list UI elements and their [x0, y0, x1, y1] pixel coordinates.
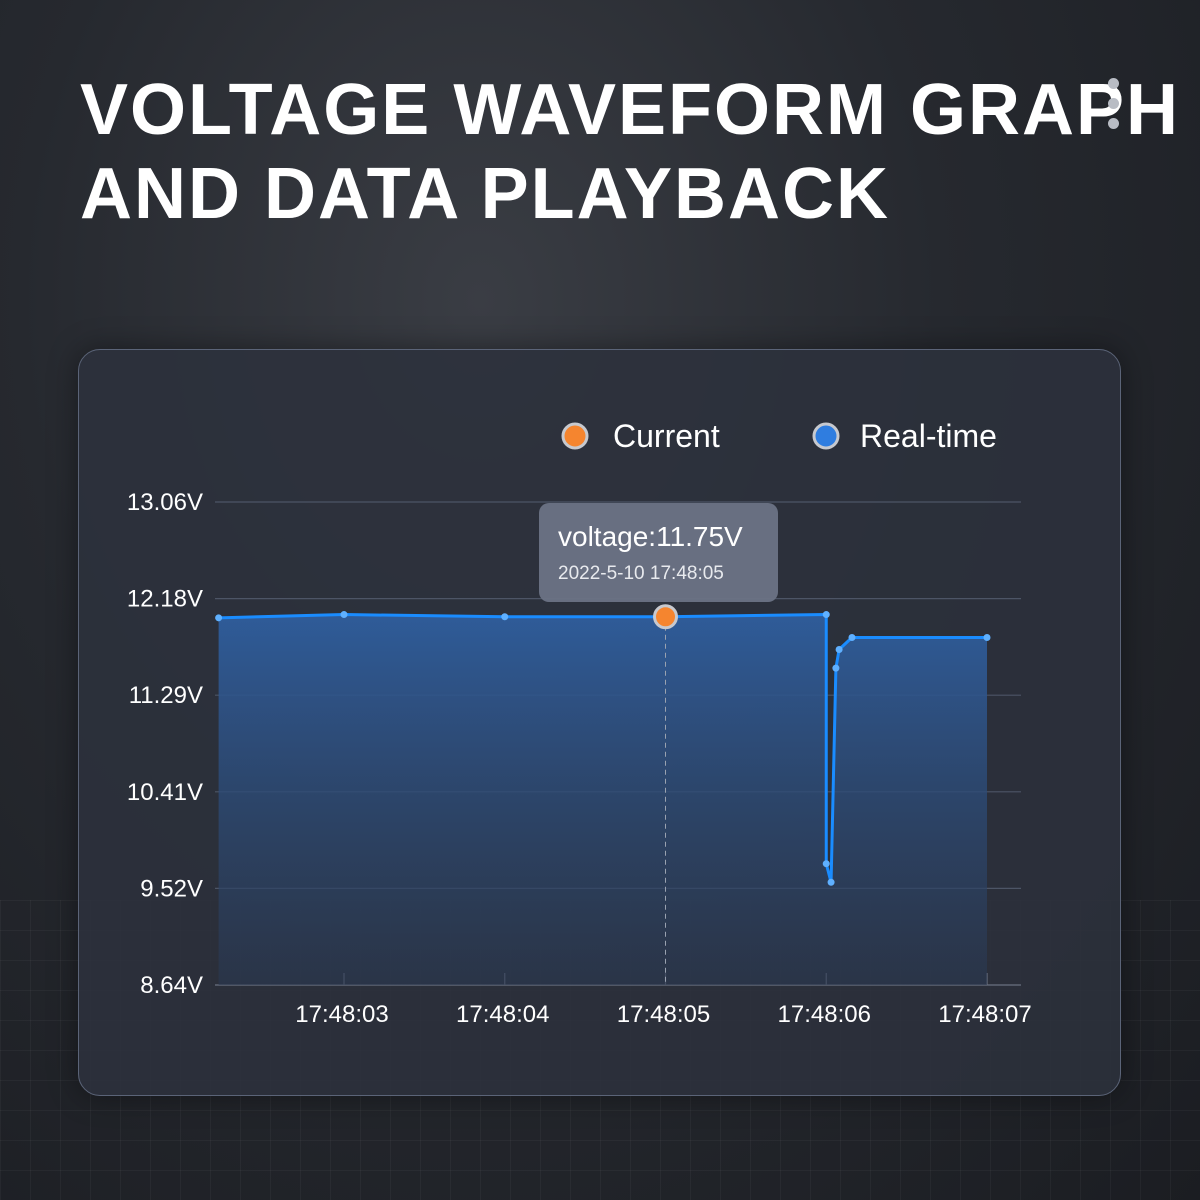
tooltip-timestamp: 2022-5-10 17:48:05 — [558, 563, 724, 584]
data-point — [832, 664, 840, 672]
y-tick-label: 8.64V — [140, 972, 203, 999]
data-point — [848, 634, 856, 642]
data-point — [501, 613, 509, 621]
area-fill — [218, 614, 988, 985]
x-tick-label: 17:48:04 — [456, 1001, 549, 1028]
tooltip-value: voltage:11.75V — [558, 521, 743, 552]
y-tick-label: 13.06V — [127, 489, 203, 516]
data-point — [340, 611, 348, 619]
legend-label: Real-time — [860, 418, 997, 454]
page-title: VOLTAGE WAVEFORM GRAPH AND DATA PLAYBACK — [80, 70, 1180, 234]
tooltip-box — [539, 503, 778, 602]
data-point — [822, 860, 830, 868]
legend-marker-current — [561, 422, 589, 450]
current-data-point — [653, 604, 678, 630]
x-tick-label: 17:48:05 — [617, 1001, 710, 1028]
data-point — [827, 878, 835, 886]
data-point — [835, 646, 843, 654]
x-tick-label: 17:48:03 — [295, 1001, 388, 1028]
y-tick-label: 9.52V — [140, 875, 203, 902]
data-point — [215, 614, 223, 622]
data-point — [822, 611, 830, 619]
y-tick-label: 10.41V — [127, 779, 203, 806]
y-tick-label: 12.18V — [127, 586, 203, 613]
legend-label: Current — [613, 418, 720, 454]
y-tick-label: 11.29V — [129, 682, 203, 709]
data-point — [983, 634, 991, 642]
legend-marker-real-time — [812, 422, 840, 450]
x-tick-label: 17:48:06 — [778, 1001, 871, 1028]
x-tick-label: 17:48:07 — [938, 1001, 1031, 1028]
more-vertical-icon[interactable] — [1108, 78, 1124, 138]
